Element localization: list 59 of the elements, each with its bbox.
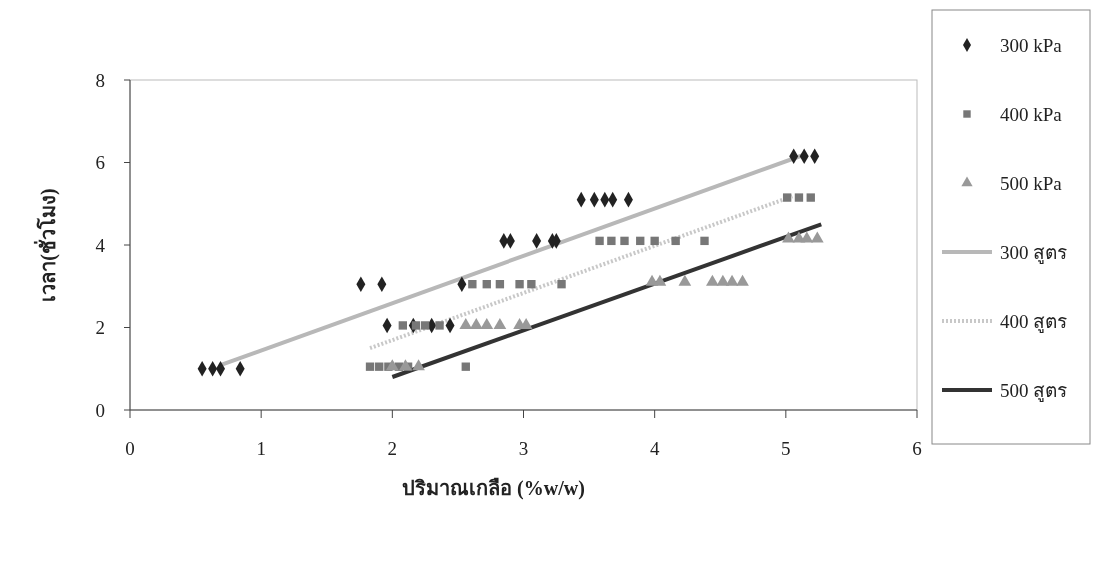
point [385, 359, 399, 371]
point [706, 274, 719, 286]
point [493, 318, 507, 330]
point [527, 280, 536, 289]
x-tick-label: 4 [649, 438, 660, 459]
point [678, 274, 692, 286]
point [810, 231, 824, 243]
x-tick-label: 1 [256, 438, 266, 459]
point [607, 236, 616, 246]
point [515, 280, 524, 289]
point [469, 318, 483, 330]
x-tick-label: 2 [387, 438, 398, 459]
point [480, 318, 494, 330]
x-axis-title: ปริมาณเกลือ (%w/w) [402, 477, 585, 500]
point [671, 236, 680, 246]
point [365, 362, 375, 371]
point [636, 236, 645, 246]
point [782, 231, 795, 243]
point [398, 321, 408, 330]
x-tick-label: 5 [781, 438, 791, 459]
point [800, 231, 814, 243]
point [700, 236, 709, 246]
point [375, 362, 384, 371]
legend-label: 500 สูตร [1000, 379, 1068, 402]
legend-label: 400 kPa [1000, 103, 1063, 125]
point [557, 280, 566, 289]
point [459, 318, 473, 330]
y-tick-label: 8 [95, 69, 105, 91]
point [716, 274, 730, 286]
point [595, 236, 604, 246]
x-tick-label: 6 [912, 438, 922, 459]
point [620, 236, 629, 246]
legend-label: 300 สูตร [1000, 241, 1068, 264]
y-axis-title: เวลา(ชั่วโมง) [33, 188, 60, 302]
point [653, 274, 667, 286]
point [435, 321, 444, 330]
y-tick-label: 6 [95, 152, 105, 174]
point [725, 274, 739, 286]
point [794, 193, 804, 202]
legend-label: 300 kPa [1000, 34, 1063, 56]
point [782, 193, 792, 202]
point [468, 280, 477, 289]
point [420, 321, 430, 330]
point [461, 362, 470, 371]
point [411, 321, 421, 330]
x-tick-label: 0 [125, 438, 135, 459]
y-tick-label: 0 [95, 399, 105, 421]
point [806, 193, 815, 202]
legend-label: 400 สูตร [1000, 310, 1068, 333]
point [495, 280, 505, 289]
legend-label: 500 kPa [1000, 172, 1063, 194]
y-tick-label: 4 [95, 234, 106, 256]
point [399, 359, 412, 371]
point [650, 236, 659, 246]
point [482, 280, 491, 289]
point [736, 274, 749, 286]
y-tick-label: 2 [95, 317, 105, 339]
x-tick-label: 3 [518, 438, 529, 459]
point [412, 359, 425, 371]
